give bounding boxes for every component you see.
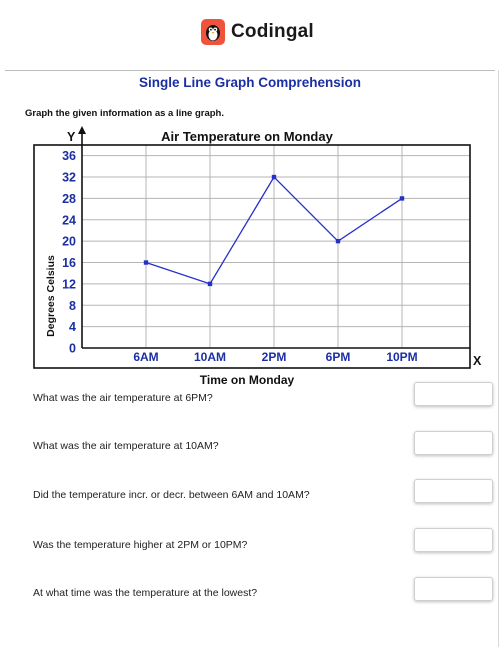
question-2-text: What was the air temperature at 10AM? xyxy=(33,440,219,452)
penguin-icon xyxy=(201,19,225,45)
data-point xyxy=(271,174,277,180)
question-4-text: Was the temperature higher at 2PM or 10P… xyxy=(33,539,248,551)
y-axis-label: Degrees Celsius xyxy=(45,255,57,337)
page-edge xyxy=(498,70,499,647)
line-chart: Air Temperature on Monday Y 0 4 8 12 16 20 24 2… xyxy=(33,126,482,387)
data-point xyxy=(207,281,213,287)
x-tick-label: 6PM xyxy=(326,350,351,364)
y-tick-label: 16 xyxy=(62,256,76,270)
plot-frame xyxy=(33,144,471,369)
y-tick-label: 24 xyxy=(62,213,76,227)
x-tick-label: 6AM xyxy=(133,350,158,364)
y-axis-letter: Y xyxy=(67,130,76,144)
y-tick-label: 0 xyxy=(69,342,76,356)
y-tick-label: 12 xyxy=(62,277,76,291)
x-tick-label: 2PM xyxy=(262,350,287,364)
y-tick-label: 28 xyxy=(62,192,76,206)
question-5-text: At what time was the temperature at the … xyxy=(33,587,258,599)
question-3-text: Did the temperature incr. or decr. betwe… xyxy=(33,489,310,501)
data-point xyxy=(335,238,341,244)
chart-title: Air Temperature on Monday xyxy=(161,129,333,144)
y-tick-labels: 0 4 8 12 16 20 24 28 32 36 xyxy=(62,149,76,355)
question-1-text: What was the air temperature at 6PM? xyxy=(33,392,213,404)
data-point xyxy=(399,196,405,201)
question-2-answer-box[interactable] xyxy=(414,431,493,455)
x-axis-letter: X xyxy=(473,354,482,368)
y-tick-label: 8 xyxy=(69,299,76,313)
x-tick-labels: 6AM 10AM 2PM 6PM 10PM xyxy=(133,350,417,364)
brand-name: Codingal xyxy=(231,21,314,42)
x-tick-label: 10AM xyxy=(194,350,226,364)
header-divider xyxy=(5,70,495,71)
x-axis-label: Time on Monday xyxy=(200,373,295,387)
question-3-answer-box[interactable] xyxy=(414,479,493,503)
question-5-answer-box[interactable] xyxy=(414,577,493,601)
axes xyxy=(78,126,470,349)
question-4-answer-box[interactable] xyxy=(414,528,493,552)
series-temperature xyxy=(143,174,405,287)
y-tick-label: 32 xyxy=(62,171,76,185)
instruction-text: Graph the given information as a line gr… xyxy=(25,108,225,119)
x-tick-label: 10PM xyxy=(386,350,417,364)
brand-logo: Codingal xyxy=(201,18,314,46)
y-axis-arrow xyxy=(78,126,86,134)
y-tick-label: 20 xyxy=(62,235,76,249)
page-title: Single Line Graph Comprehension xyxy=(138,75,362,90)
question-1-answer-box[interactable] xyxy=(414,382,493,406)
y-tick-label: 36 xyxy=(62,149,76,163)
data-point xyxy=(143,260,149,265)
y-tick-label: 4 xyxy=(69,320,76,334)
